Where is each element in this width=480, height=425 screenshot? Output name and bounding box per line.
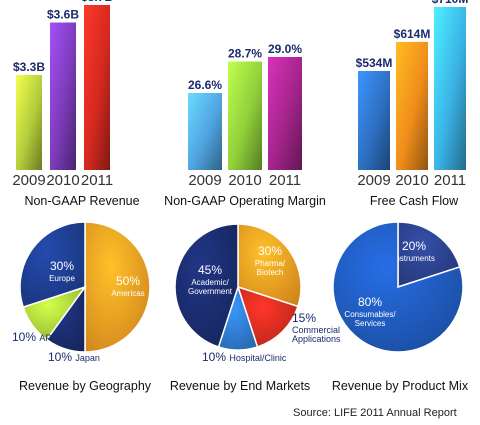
pie-category: Biotech — [257, 268, 284, 277]
bar-value-label: $534M — [356, 56, 393, 70]
pie-category: Applications — [292, 334, 341, 344]
pie-category: Hospital/Clinic — [229, 353, 287, 363]
bar-year-label: 2011 — [434, 172, 466, 189]
pie-category: Americas — [111, 289, 144, 298]
pie-percent: 10% — [12, 330, 39, 344]
pie-chart-3: 20%Instruments 80%Consumables/Services Rev… — [332, 221, 469, 393]
pie-slice-label: 30%Pharma/Biotech — [255, 244, 286, 277]
pie-percent: 10% — [202, 350, 229, 364]
pie-slice-label: 20%Instruments — [393, 239, 435, 263]
pie-chart-2: 30%Pharma/Biotech 15%CommercialApplicatio… — [170, 223, 341, 393]
pie-category: Japan — [75, 353, 100, 363]
bar-2009 — [358, 71, 390, 170]
pie-category: Academic/ — [191, 278, 229, 287]
bar-2010 — [228, 61, 262, 170]
bar-year-label: 2010 — [395, 172, 428, 189]
bar-2011 — [84, 5, 110, 170]
pie-category: Government — [188, 287, 233, 296]
pie-slice-label: 10% Japan — [48, 350, 100, 364]
bar-2011 — [268, 57, 302, 170]
chart-title: Revenue by Product Mix — [332, 379, 469, 393]
pie-percent: 45% — [198, 263, 222, 277]
chart-title: Free Cash Flow — [370, 194, 459, 208]
pie-category: APAC — [39, 333, 63, 343]
chart-title: Revenue by Geography — [19, 379, 152, 393]
pie-label-text: 10% APAC — [12, 330, 64, 344]
chart-title: Revenue by End Markets — [170, 379, 310, 393]
pie-percent: 30% — [50, 259, 74, 273]
pie-slice-consumables-services — [332, 221, 464, 353]
pie-slice-label: 10% Hospital/Clinic — [202, 350, 287, 364]
pie-percent: 50% — [116, 274, 140, 288]
chart-title: Non-GAAP Revenue — [24, 194, 139, 208]
bar-value-label: $710M — [432, 0, 469, 6]
pie-percent: 20% — [402, 239, 426, 253]
bar-year-label: 2009 — [12, 172, 45, 189]
bar-value-label: $3.7B — [81, 0, 113, 4]
bar-year-label: 2009 — [188, 172, 221, 189]
bar-2010 — [50, 22, 76, 170]
pie-category: Europe — [49, 274, 75, 283]
pie-percent: 30% — [258, 244, 282, 258]
bar-chart-1: $3.3B 2009 $3.6B 2010 $3.7B 2011 Non-GAAP Reve… — [12, 0, 139, 208]
bar-value-label: $614M — [394, 27, 431, 41]
pie-category: Pharma/ — [255, 259, 286, 268]
pie-category: Services — [355, 319, 386, 328]
bar-value-label: 26.6% — [188, 78, 222, 92]
bar-2011 — [434, 7, 466, 170]
bar-chart-3: $534M 2009 $614M 2010 $710M 2011 Free Cash Flo… — [356, 0, 469, 208]
pie-slice-label: 45%Academic/Government — [188, 263, 233, 296]
pie-slice-pharma-biotech — [237, 223, 302, 308]
pie-slice-americas — [84, 221, 151, 353]
bar-year-label: 2010 — [228, 172, 261, 189]
bar-year-label: 2011 — [269, 172, 301, 189]
pie-slice-label: 50%Americas — [111, 274, 144, 298]
bar-value-label: 28.7% — [228, 47, 262, 61]
pie-label-text: 10% Japan — [48, 350, 100, 364]
pie-percent: 10% — [48, 350, 75, 364]
pie-slice-label: 80%Consumables/Services — [344, 295, 396, 328]
bar-value-label: 29.0% — [268, 42, 302, 56]
bar-year-label: 2010 — [46, 172, 79, 189]
bar-2009 — [16, 75, 42, 170]
pie-percent: 15% — [292, 311, 316, 325]
pie-percent: 80% — [358, 295, 382, 309]
bar-2010 — [396, 41, 428, 171]
pie-category: Commercial — [292, 325, 340, 335]
pie-category: Consumables/ — [344, 310, 396, 319]
chart-title: Non-GAAP Operating Margin — [164, 194, 326, 208]
pie-category: Instruments — [393, 254, 435, 263]
bar-chart-2: 26.6% 2009 28.7% 2010 29.0% 2011 Non-GAAP Oper… — [164, 42, 326, 208]
bar-value-label: $3.6B — [47, 8, 79, 22]
source-note: Source: LIFE 2011 Annual Report — [293, 407, 457, 419]
pie-slice-instruments — [397, 221, 461, 289]
pie-slice-academic-government — [174, 223, 239, 348]
pie-slice-europe — [19, 221, 86, 309]
bar-value-label: $3.3B — [13, 60, 45, 74]
pie-slice-label: 10% APAC — [12, 330, 64, 344]
pie-label-text: 10% Hospital/Clinic — [202, 350, 287, 364]
bar-2009 — [188, 93, 222, 170]
bar-year-label: 2009 — [357, 172, 390, 189]
bar-year-label: 2011 — [81, 172, 113, 189]
pie-slice-label: 30%Europe — [49, 259, 75, 283]
